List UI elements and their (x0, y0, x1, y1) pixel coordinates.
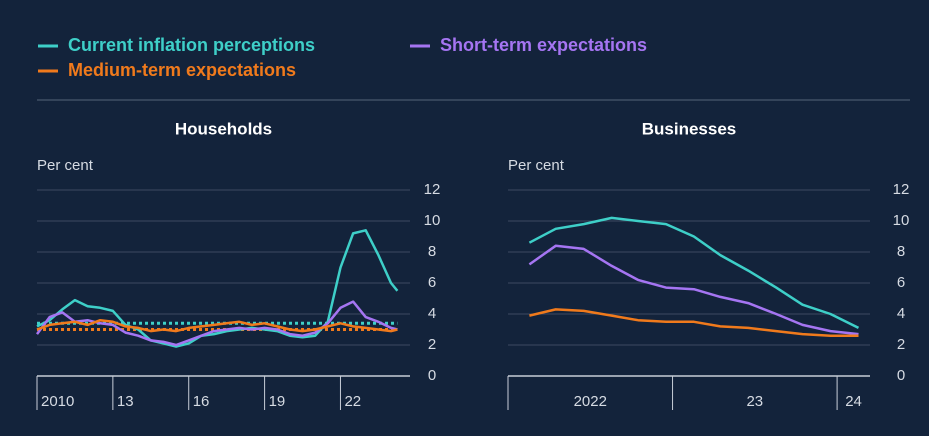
y-tick-label: 2 (897, 336, 905, 353)
series-line (36, 318, 398, 333)
x-tick-label: 22 (344, 393, 361, 410)
legend-label: Short-term expectations (440, 35, 647, 55)
x-tick-label: 23 (746, 393, 763, 410)
y-tick-label: 0 (428, 367, 436, 384)
y-tick-label: 10 (893, 212, 910, 229)
series-line (529, 308, 859, 337)
y-axis-label: Per cent (508, 157, 565, 174)
y-tick-label: 8 (897, 243, 905, 260)
y-tick-label: 4 (428, 305, 436, 322)
x-tick-label: 2022 (574, 393, 607, 410)
series-line (35, 300, 398, 347)
series-line (36, 229, 399, 348)
series-line (528, 244, 859, 336)
y-tick-label: 12 (424, 181, 441, 198)
y-tick-label: 12 (893, 181, 910, 198)
y-tick-label: 10 (424, 212, 441, 229)
legend-label: Medium-term expectations (68, 60, 296, 80)
x-tick-label: 13 (117, 393, 134, 410)
y-tick-label: 8 (428, 243, 436, 260)
x-tick-label: 16 (193, 393, 210, 410)
y-tick-label: 4 (897, 305, 905, 322)
panel-title: Households (175, 119, 272, 138)
x-tick-label: 24 (845, 393, 862, 410)
y-axis-label: Per cent (37, 157, 94, 174)
x-tick-label: 2010 (41, 393, 74, 410)
series-line (528, 216, 860, 330)
y-tick-label: 2 (428, 336, 436, 353)
y-tick-label: 6 (428, 274, 436, 291)
y-tick-label: 6 (897, 274, 905, 291)
x-tick-label: 19 (269, 393, 286, 410)
y-tick-label: 0 (897, 367, 905, 384)
legend-label: Current inflation perceptions (68, 35, 315, 55)
panel-title: Businesses (642, 119, 737, 138)
